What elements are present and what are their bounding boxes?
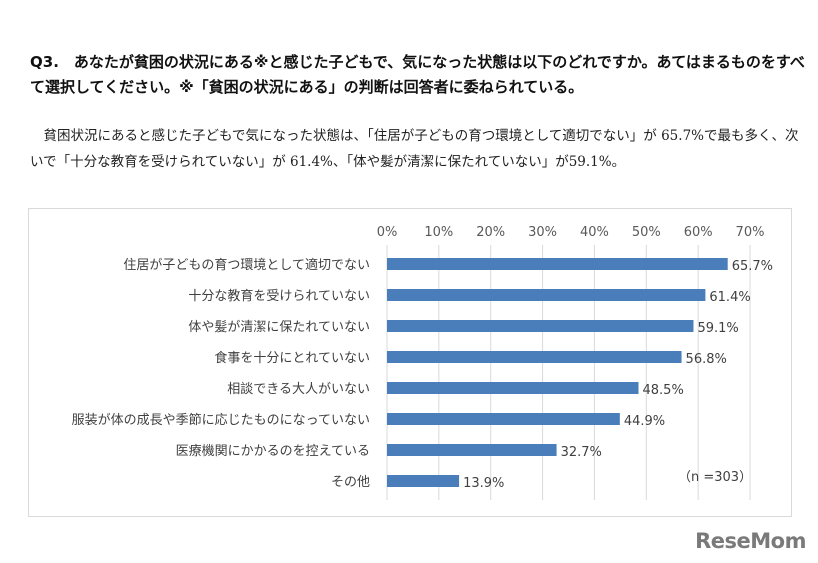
bar: [387, 382, 639, 394]
x-tick-label: 30%: [528, 225, 557, 240]
bar: [387, 289, 706, 301]
resemom-logo: ReseMom: [695, 529, 806, 553]
category-label: その他: [331, 475, 370, 490]
bar: [387, 351, 682, 363]
bar: [387, 320, 694, 332]
data-label: 56.8%: [686, 352, 727, 367]
data-label: 48.5%: [643, 383, 684, 398]
category-label: 体や髪が清潔に保たれていない: [188, 320, 370, 335]
bar: [387, 475, 460, 487]
data-label: 59.1%: [697, 321, 738, 336]
data-label: 65.7%: [732, 259, 773, 274]
x-tick-label: 70%: [736, 225, 765, 240]
category-label: 医療機関にかかるのを控えている: [176, 444, 370, 459]
category-label: 服装が体の成長や季節に応じたものになっていない: [72, 413, 370, 428]
x-tick-label: 10%: [424, 225, 453, 240]
question-text: Q3. あなたが貧困の状況にある※と感じた子どもで、気になった状態は以下のどれで…: [30, 53, 805, 96]
data-label: 13.9%: [463, 476, 504, 491]
data-label: 61.4%: [709, 290, 750, 305]
category-label: 十分な教育を受けられていない: [188, 288, 370, 304]
bar: [387, 258, 728, 270]
x-tick-label: 60%: [684, 225, 713, 240]
bar: [387, 444, 557, 456]
chart-frame: [28, 208, 792, 517]
data-label: 32.7%: [561, 445, 602, 460]
category-label: 食事を十分にとれていない: [214, 350, 370, 366]
x-tick-label: 50%: [632, 225, 661, 240]
x-tick-label: 0%: [377, 225, 398, 240]
category-label: 相談できる大人がいない: [227, 381, 370, 397]
category-label: 住居が子どもの育つ環境として適切でない: [123, 257, 370, 273]
bar: [387, 413, 620, 425]
x-tick-label: 20%: [476, 225, 505, 240]
x-tick-label: 40%: [580, 225, 609, 240]
summary-text: 貧困状況にあると感じた子どもで気になった状態は、「住居が子どもの育つ環境として適…: [30, 128, 799, 170]
sample-size-annotation: （n =303）: [678, 470, 752, 485]
data-label: 44.9%: [624, 414, 665, 429]
